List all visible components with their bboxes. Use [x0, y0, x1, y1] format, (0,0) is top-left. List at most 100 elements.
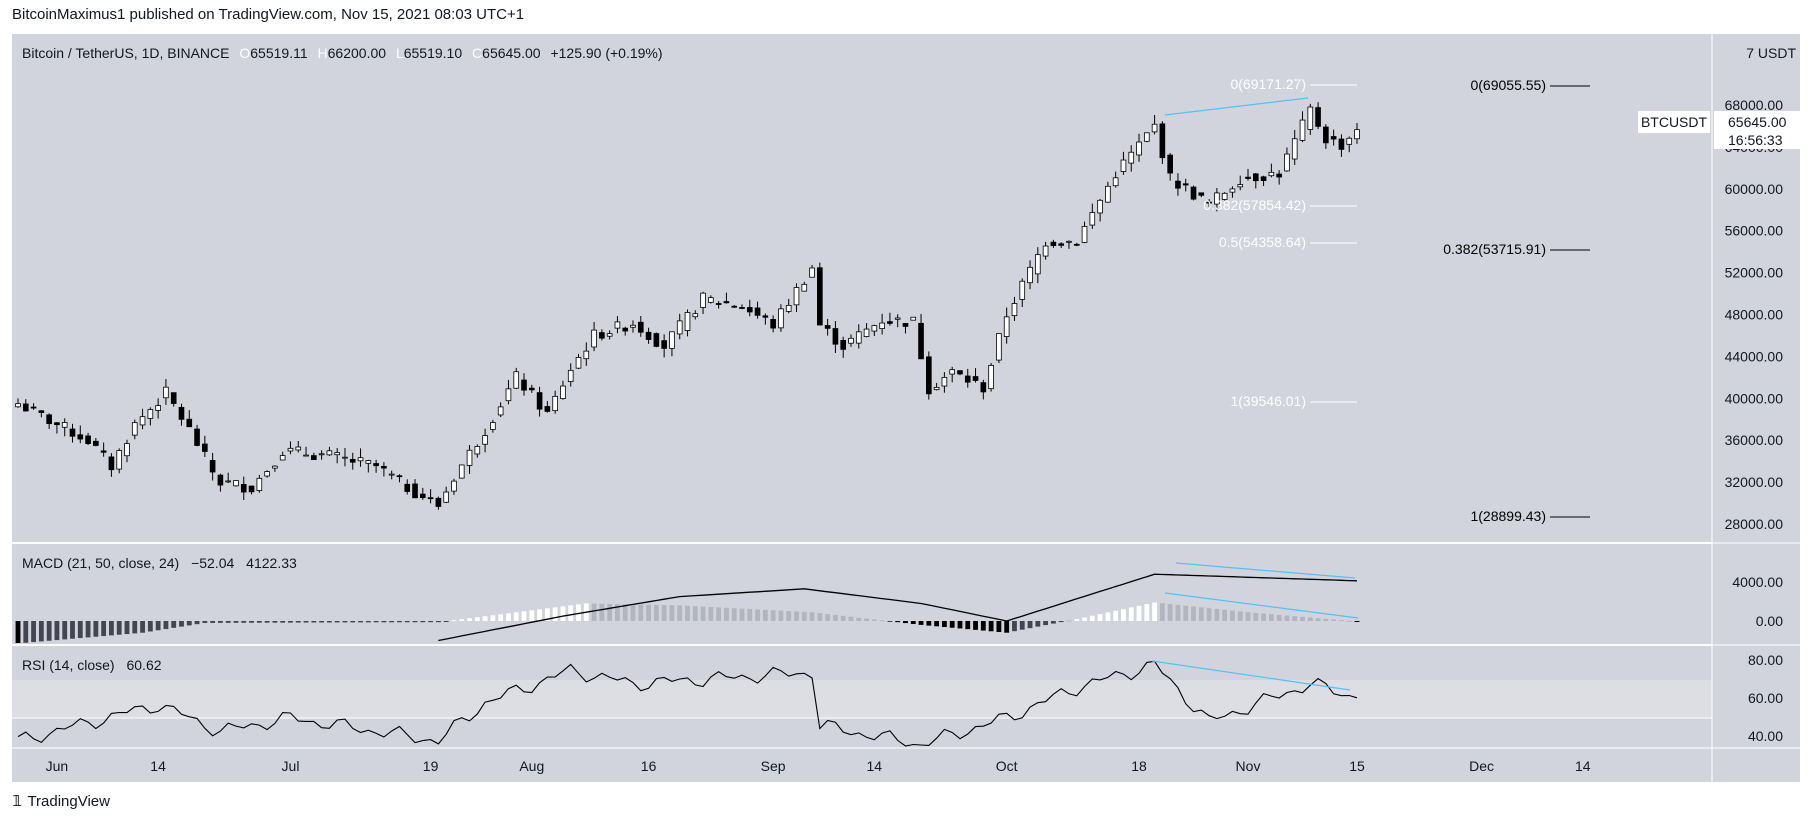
price-axis[interactable] [1712, 34, 1800, 782]
macd-hist-bar [1144, 604, 1150, 621]
candle-body [342, 456, 348, 459]
macd-hist-bar [280, 621, 286, 623]
candle-body [513, 371, 520, 389]
legend-change: +125.90 (+0.19%) [550, 45, 662, 61]
macd-hist-bar [70, 621, 75, 639]
candle-body [1175, 180, 1181, 189]
candle-body [30, 406, 37, 409]
last-price-box [1714, 111, 1800, 149]
candle-body [1097, 199, 1103, 214]
legend-open-key: O [239, 45, 250, 61]
candle-body [715, 303, 722, 305]
macd-hist-bar [1175, 604, 1181, 621]
candle-body [723, 301, 730, 304]
macd-hist-bar [1128, 607, 1134, 621]
candle-body [108, 456, 115, 471]
candle-body [778, 308, 784, 329]
candle-body [1260, 176, 1267, 182]
candle-body [1136, 141, 1142, 156]
macd-hist-bar [747, 609, 753, 621]
candle-body [622, 327, 629, 332]
candle-body [731, 305, 738, 308]
candle-body [194, 428, 200, 446]
time-tick: 19 [423, 758, 439, 774]
fib-short-label-1: 1(39546.01) [1230, 393, 1306, 409]
macd-hist-bar [856, 617, 862, 621]
candle-body [606, 333, 613, 337]
candle-body [38, 410, 45, 413]
macd-hist-bar [1136, 605, 1142, 621]
candle-body [420, 493, 426, 499]
legend-open: 65519.11 [250, 45, 308, 61]
rsi-legend[interactable]: RSI (14, close) 60.62 [22, 657, 162, 673]
candle-body [287, 447, 294, 452]
macd-hist-bar [210, 621, 216, 623]
candle-body [653, 333, 660, 347]
candle-body [770, 319, 776, 329]
price-pane[interactable] [12, 34, 1712, 542]
candle-body [863, 328, 870, 337]
macd-hist-bar [716, 607, 722, 621]
macd-hist-bar [887, 621, 893, 622]
macd-hist-bar [615, 604, 620, 621]
macd-hist-bar [459, 619, 465, 621]
macd-hist-bar [607, 603, 613, 621]
macd-hist-bar [435, 621, 441, 623]
macd-hist-bar [1191, 606, 1196, 621]
macd-pane[interactable] [12, 544, 1712, 644]
macd-hist-bar [311, 621, 317, 623]
candle-body [902, 323, 909, 327]
macd-hist-bar [46, 621, 52, 641]
candle-body [381, 465, 387, 469]
macd-hist-bar [233, 621, 239, 623]
time-axis[interactable] [12, 748, 1712, 782]
macd-hist-bar [996, 621, 1002, 632]
macd-hist-bar [116, 621, 122, 635]
candle-body [443, 491, 449, 503]
macd-legend-title: MACD (21, 50, close, 24) [22, 555, 179, 571]
time-tick: 16 [641, 758, 657, 774]
macd-hist-bar [365, 621, 371, 623]
fib-short-group[interactable]: 0(69171.27) 0.382(57854.42) 0.5(54358.64… [1203, 76, 1357, 409]
macd-hist-bar [249, 621, 254, 623]
macd-hist-bar [77, 621, 83, 639]
candle-body [334, 452, 340, 456]
price-tick: 32000.00 [1725, 474, 1784, 490]
macd-hist-bar [1066, 620, 1072, 622]
candle-body [630, 324, 636, 328]
candle-body [762, 315, 769, 318]
macd-hist-bar [988, 621, 994, 632]
fib-long-group[interactable]: 0(69055.55) 0.382(53715.91) 1(28899.43) [1443, 77, 1590, 524]
macd-hist-bar [630, 604, 636, 621]
candle-body [458, 464, 465, 479]
candle-body [746, 307, 753, 313]
macd-hist-bar [918, 621, 924, 625]
macd-hist-bar [576, 604, 581, 621]
candle-body [1120, 159, 1127, 172]
macd-hist-bar [350, 621, 356, 623]
macd-hist-bar [529, 610, 535, 621]
candle-body [1128, 151, 1135, 164]
candle-body [1027, 266, 1033, 284]
candle-body [85, 435, 91, 444]
macd-hist-bar [825, 614, 831, 621]
macd-hist-bar [443, 621, 449, 622]
macd-hist-bar [109, 621, 114, 636]
candle-body [692, 313, 699, 318]
macd-hist-bar [342, 621, 348, 623]
macd-hist-bar [653, 604, 659, 621]
price-legend[interactable]: Bitcoin / TetherUS, 1D, BINANCE O65519.1… [22, 45, 663, 61]
macd-legend[interactable]: MACD (21, 50, close, 24) −52.04 4122.33 [22, 555, 297, 571]
macd-hist-bar [412, 621, 418, 623]
rsi-tick-40: 40.00 [1748, 728, 1783, 744]
candle-body [676, 320, 683, 335]
price-tick: 28000.00 [1725, 516, 1784, 532]
price-tick: 56000.00 [1725, 223, 1784, 239]
time-tick: Aug [519, 758, 544, 774]
candle-body [1105, 185, 1111, 203]
candle-body [536, 392, 543, 410]
macd-hist-bar [599, 603, 605, 621]
candle-body [1229, 188, 1236, 193]
candle-body [855, 331, 862, 344]
